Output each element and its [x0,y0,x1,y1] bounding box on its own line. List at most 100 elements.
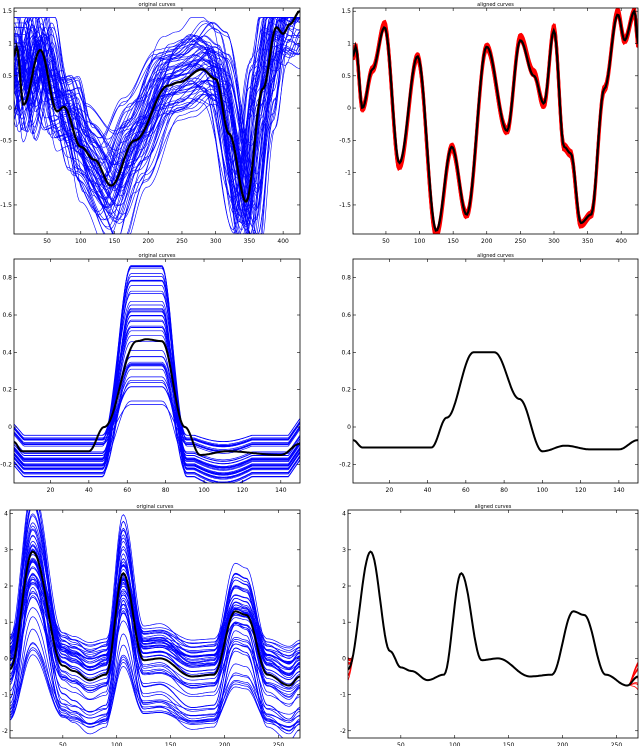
y-tick-label: 0 [8,424,12,431]
plot-area [14,10,300,234]
y-tick-label: 1 [347,41,351,48]
x-tick-label: 150 [503,742,515,746]
axes-box [9,509,301,739]
x-tick-label: 300 [548,238,560,245]
x-tick-label: 200 [557,742,569,746]
y-tick-label: 0.5 [2,73,12,80]
plot-area [353,8,638,234]
y-tick-label: 4 [342,511,346,518]
y-tick-label: 4 [4,511,8,518]
panel-title: aligned curves [477,253,514,259]
x-tick-label: 200 [143,238,155,245]
x-tick-label: 120 [575,487,587,494]
axes-box [13,258,301,484]
x-tick-label: 140 [613,487,625,494]
y-tick-label: 3 [342,547,346,554]
y-tick-label: 1.5 [2,8,12,15]
x-tick-label: 120 [237,487,249,494]
panel-title: original curves [139,253,176,259]
y-tick-label: 0 [8,105,12,112]
y-tick-label: -0.5 [339,137,351,144]
x-tick-label: 80 [500,487,508,494]
plot-area [353,351,638,453]
y-tick-label: -0.2 [339,461,351,468]
x-tick-label: 300 [210,238,222,245]
y-tick-label: -1.5 [339,202,351,209]
y-tick-label: 0.2 [341,387,351,394]
y-tick-label: 1 [8,41,12,48]
y-tick-label: -1 [340,692,346,699]
y-tick-label: 0 [347,105,351,112]
y-tick-label: 1 [342,619,346,626]
x-tick-label: 250 [273,742,285,746]
y-tick-label: -1 [2,692,8,699]
y-tick-label: -0.5 [0,137,12,144]
y-tick-label: 0.6 [2,312,12,319]
y-tick-label: 0 [347,424,351,431]
y-tick-label: 0.2 [2,387,12,394]
y-tick-label: 1 [4,619,8,626]
panel-5: 50 100 150 200 250 -2 -1 0 1 2 3 4 original curves [2,504,301,746]
y-tick-label: 2 [4,583,8,590]
axes-box [352,258,639,484]
y-tick-label: 0.6 [341,312,351,319]
x-tick-label: 400 [277,238,289,245]
y-tick-label: -1.5 [0,202,12,209]
x-tick-label: 400 [615,238,627,245]
x-tick-label: 350 [244,238,256,245]
panel-title: aligned curves [477,2,514,8]
y-tick-label: -0.2 [0,461,12,468]
x-tick-label: 100 [414,238,426,245]
x-tick-label: 40 [424,487,432,494]
y-tick-label: 3 [4,547,8,554]
axes-box [352,7,639,235]
axes-box [347,509,639,739]
panel-title: original curves [139,2,176,8]
x-tick-label: 100 [75,238,87,245]
x-tick-label: 140 [275,487,287,494]
y-tick-label: 0.8 [341,275,351,282]
x-tick-label: 50 [382,238,390,245]
x-tick-label: 60 [462,487,470,494]
y-tick-label: 0.5 [341,73,351,80]
y-tick-label: 0.8 [2,275,12,282]
x-tick-label: 50 [397,742,405,746]
x-tick-label: 150 [109,238,121,245]
x-tick-label: 50 [59,742,67,746]
y-tick-label: 0.4 [341,349,351,356]
panel-4: 20 40 60 80 100 120 140 -0.2 0 0.2 0.4 0.6 0.8 aligne… [339,253,639,494]
panel-title: original curves [137,504,174,510]
y-tick-label: -1 [345,170,351,177]
y-tick-label: -2 [340,728,346,735]
x-tick-label: 100 [537,487,549,494]
x-tick-label: 150 [165,742,177,746]
panel-1: 50 100 150 200 250 300 350 400 -1.5 -1 -0.5 0 0.5 1 1.… [0,2,301,245]
y-tick-label: 2 [342,583,346,590]
x-tick-label: 350 [582,238,594,245]
panel-title: aligned curves [475,504,512,510]
x-tick-label: 100 [111,742,123,746]
x-tick-label: 20 [47,487,55,494]
x-tick-label: 250 [176,238,188,245]
x-tick-label: 250 [611,742,623,746]
y-tick-label: 0 [342,655,346,662]
axes-box [13,7,301,235]
y-tick-label: 0.4 [2,349,12,356]
x-tick-label: 40 [85,487,93,494]
plot-area [14,265,300,483]
x-tick-label: 60 [123,487,131,494]
x-tick-label: 20 [386,487,394,494]
panel-2: 50 100 150 200 250 300 350 400 -1.5 -1 -0.5 0 0.5 1 1.… [339,2,639,245]
panel-6: 50 100 150 200 250 -2 -1 0 1 2 3 4 aligned curves [340,504,639,746]
x-tick-label: 200 [219,742,231,746]
y-tick-label: -1 [6,170,12,177]
x-tick-label: 100 [449,742,461,746]
y-tick-label: -2 [2,728,8,735]
x-tick-label: 250 [515,238,527,245]
plot-area [348,550,638,691]
y-tick-label: 0 [4,655,8,662]
x-tick-label: 50 [43,238,51,245]
panel-3: 20 40 60 80 100 120 140 -0.2 0 0.2 0.4 0.6 0.8 origin… [0,253,301,494]
x-tick-label: 100 [198,487,210,494]
